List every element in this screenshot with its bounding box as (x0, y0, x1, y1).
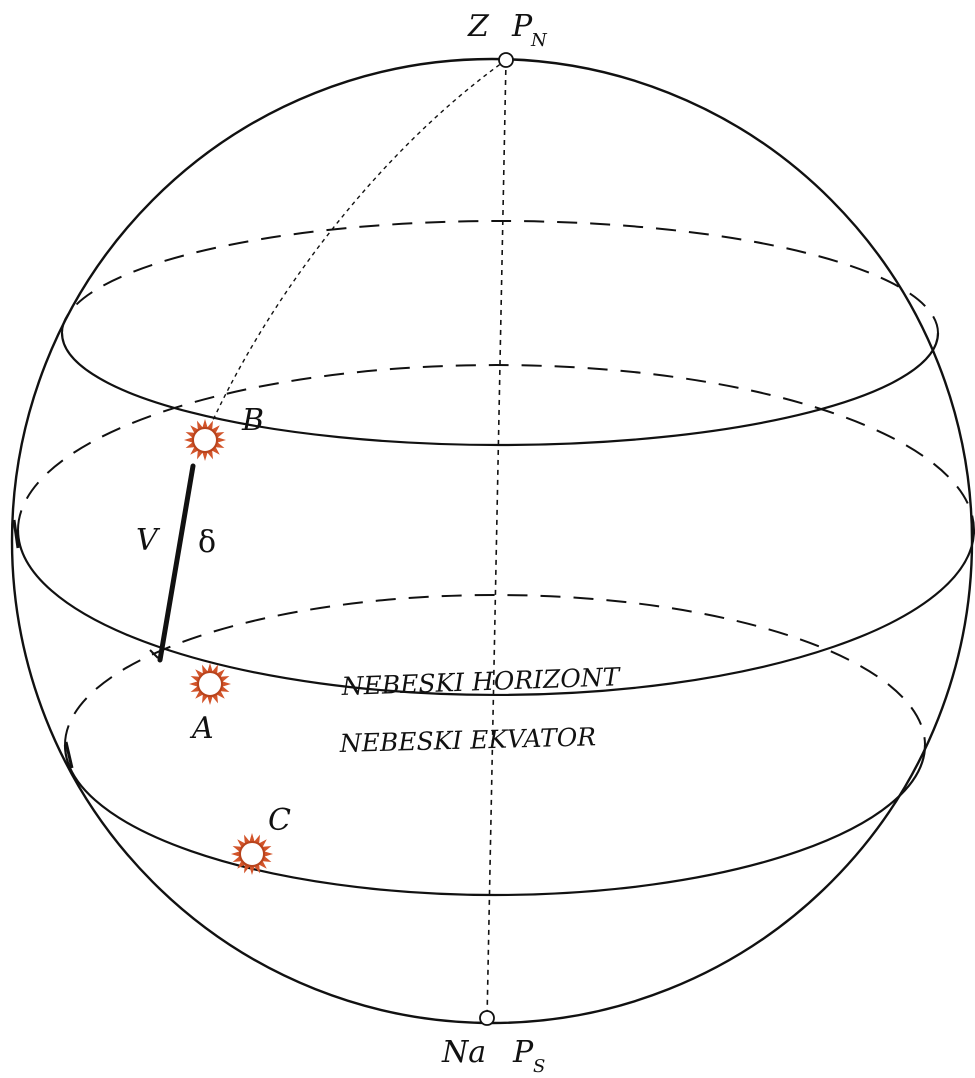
star-core (192, 427, 218, 453)
north-pole-label: P (511, 9, 533, 44)
nadir-label: Na (441, 1035, 486, 1070)
star-c (231, 833, 273, 875)
south-pole-label: P (512, 1035, 534, 1070)
horizon-circle-front (16, 529, 975, 697)
star-b-label: B (241, 403, 264, 438)
star-c-label: C (268, 803, 291, 838)
star-b (184, 419, 226, 461)
nadir-point (479, 1010, 495, 1026)
arc-v-label: V (136, 523, 161, 558)
south-pole-subscript: S (533, 1056, 545, 1077)
zenith-label: Z (467, 9, 490, 44)
north-pole-subscript: N (530, 30, 548, 51)
star-a-label: A (189, 711, 214, 746)
equator-circle-front (63, 744, 927, 897)
horizon-circle-back (17, 364, 975, 531)
equator-circle-back (64, 594, 926, 746)
horizon-label: NEBESKI HORIZONT (340, 662, 622, 701)
zenith-point (498, 52, 514, 68)
equator-left-tick (64, 741, 74, 769)
star-core (239, 841, 265, 867)
horizon-left-tick (12, 519, 20, 549)
star-a (189, 663, 231, 705)
declination-arc (157, 463, 196, 663)
star-b-parallel-back (61, 220, 939, 334)
equator-label: NEBESKI EKVATOR (338, 722, 596, 758)
polar-axis (486, 59, 507, 1021)
angle-mark (149, 649, 159, 659)
meridian-arc (203, 59, 507, 441)
declination-label: δ (198, 525, 216, 560)
star-b-parallel-front (60, 332, 940, 447)
star-core (197, 671, 223, 697)
